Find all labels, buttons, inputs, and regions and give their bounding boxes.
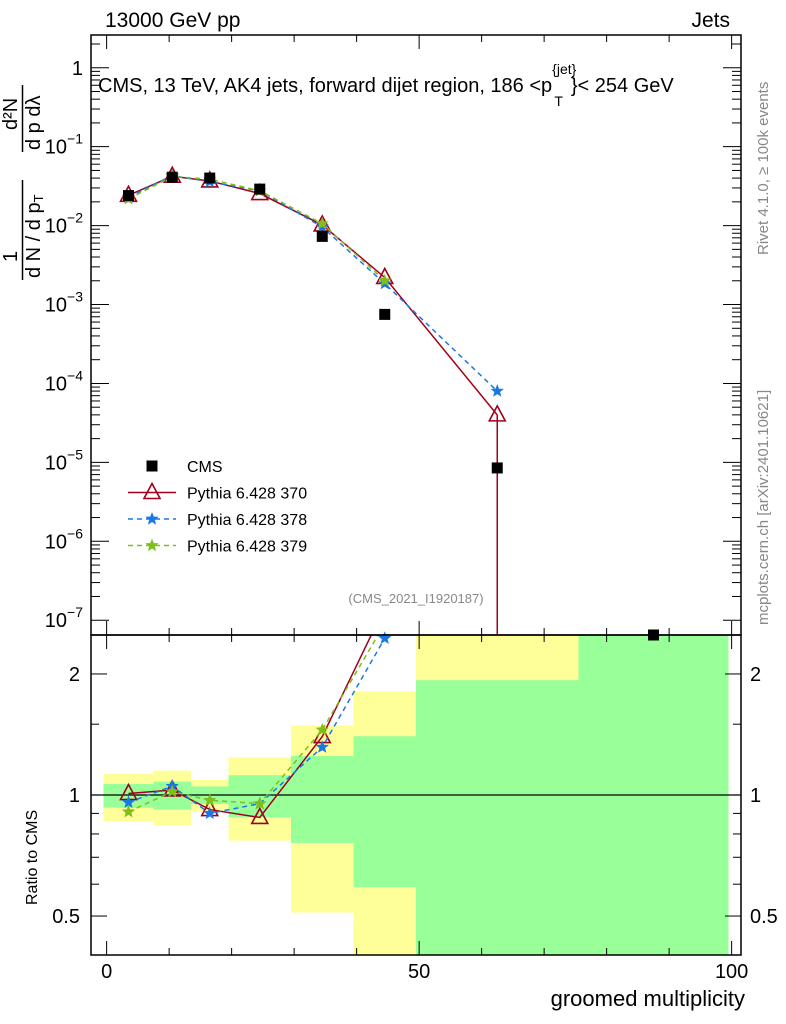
y-label-denominator: d N / d pT [23, 194, 46, 278]
y-tick-label: 10−1 [45, 131, 83, 159]
ratio-tick-label: 1 [69, 785, 80, 807]
analysis-tag: (CMS_2021_I1920187) [348, 591, 483, 606]
plot-title: CMS, 13 TeV, AK4 jets, forward dijet reg… [98, 61, 674, 109]
stat-uncertainty-band [228, 775, 291, 818]
ratio-y-label: Ratio to CMS [24, 810, 41, 905]
series-group [119, 165, 659, 825]
data-point-star [378, 273, 392, 287]
data-point-star [121, 804, 136, 818]
data-point-square [491, 462, 503, 474]
data-point-star [378, 631, 392, 644]
ratio-tick-label: 2 [69, 664, 80, 686]
series-line [128, 175, 498, 416]
data-point-star [203, 793, 217, 806]
y-tick-label: 10−5 [45, 446, 83, 474]
ratio-frame [90, 634, 742, 956]
data-point-star [490, 384, 504, 397]
legend-entry: Pythia 6.428 379 [128, 538, 307, 556]
data-point-triangle [162, 779, 182, 797]
ratio-tick-label: 0.5 [52, 906, 80, 928]
data-point-square [146, 460, 158, 472]
data-point-star [145, 512, 159, 525]
legend-entry: Pythia 6.428 378 [128, 512, 307, 529]
y-label-numerator: d²N [0, 98, 22, 130]
y-tick-label: 10−7 [45, 604, 83, 632]
data-point-star [315, 722, 329, 736]
rivet-label: Rivet 4.1.0, ≥ 100k events [755, 82, 772, 255]
series-cms [123, 171, 659, 641]
y-tick-label: 10−6 [45, 525, 83, 553]
x-axis-label: groomed multiplicity [551, 986, 745, 1011]
legend-entry: Pythia 6.428 370 [128, 481, 307, 503]
x-tick-label: 0 [101, 961, 112, 983]
legend-label: Pythia 6.428 379 [187, 539, 307, 556]
y-tick-label: 10−3 [45, 289, 83, 317]
y-axis-label: d²N d p dλ 1 d N / d pT [0, 85, 46, 280]
data-point-triangle [142, 481, 162, 500]
ratio-tick-label: 0.5 [750, 906, 778, 928]
legend-label: Pythia 6.428 370 [187, 486, 307, 503]
data-point-star [203, 806, 217, 820]
data-point-square [316, 230, 328, 242]
ratio-line [128, 635, 379, 813]
data-point-triangle [250, 806, 270, 825]
x-tick-label: 100 [715, 961, 748, 983]
stat-uncertainty-band [291, 756, 354, 843]
series-line [128, 174, 498, 392]
stat-uncertainty-band [353, 736, 416, 888]
y-tick-label: 1 [72, 58, 83, 80]
y-label-den2: d p dλ [23, 96, 45, 150]
stat-uncertainty-band [416, 680, 579, 955]
axes: 0 50 100 1 10−1 10−2 10−3 10−4 10−5 10−6 10−7 0.5 0.… [45, 35, 778, 983]
data-point-star [145, 538, 159, 552]
y-label-one: 1 [0, 251, 22, 262]
legend-label: CMS [187, 459, 223, 476]
data-point-star [121, 795, 136, 809]
data-point-square [123, 190, 134, 202]
header-left: 13000 GeV pp [105, 9, 240, 32]
x-tick-label: 50 [408, 961, 430, 983]
legend: CMS Pythia 6.428 370 Pythia 6.428 378 Pythi… [128, 459, 307, 556]
data-point-star [165, 784, 179, 798]
y-tick-label: 10−4 [45, 367, 83, 395]
legend-label: Pythia 6.428 378 [187, 512, 307, 529]
data-point-star [315, 740, 329, 753]
data-point-square [254, 183, 266, 195]
legend-entry: CMS [146, 459, 223, 476]
data-point-square [379, 308, 391, 320]
data-point-star [315, 216, 329, 230]
y-tick-label: 10−2 [45, 210, 83, 238]
series-line [128, 175, 386, 282]
ratio-tick-label: 1 [750, 785, 761, 807]
data-point-square [204, 172, 216, 184]
mcplots-label: mcplots.cern.ch [arXiv:2401.10621] [755, 390, 772, 625]
ratio-tick-label: 2 [750, 664, 761, 686]
data-point-star [253, 796, 267, 810]
header-right: Jets [691, 9, 730, 32]
data-point-square [166, 171, 178, 183]
